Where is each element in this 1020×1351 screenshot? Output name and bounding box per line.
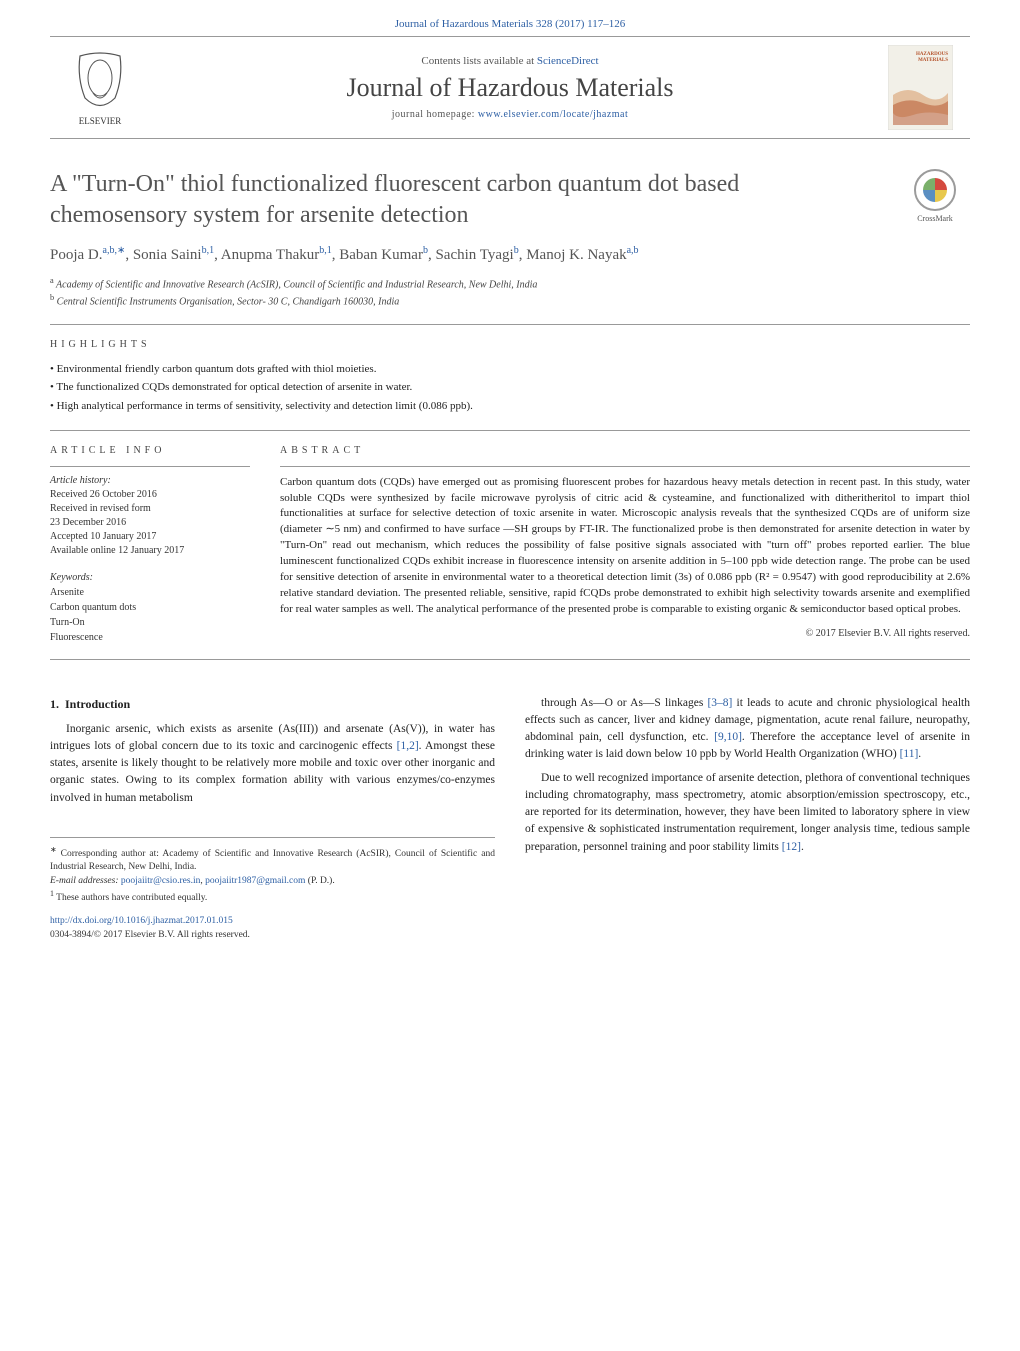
divider	[280, 466, 970, 467]
banner-center: Contents lists available at ScienceDirec…	[150, 55, 870, 120]
contents-available: Contents lists available at ScienceDirec…	[150, 55, 870, 67]
citation-header: Journal of Hazardous Materials 328 (2017…	[0, 0, 1020, 36]
crossmark-badge[interactable]: CrossMark	[900, 169, 970, 223]
authors-list: Pooja D.a,b,∗, Sonia Sainib,1, Anupma Th…	[50, 243, 970, 267]
svg-text:HAZARDOUS: HAZARDOUS	[916, 52, 948, 57]
svg-text:MATERIALS: MATERIALS	[918, 58, 948, 63]
body-column-left: 1. Introduction Inorganic arsenic, which…	[50, 695, 495, 942]
highlights-list: Environmental friendly carbon quantum do…	[50, 360, 970, 416]
abstract-label: ABSTRACT	[280, 445, 970, 456]
highlight-item: Environmental friendly carbon quantum do…	[50, 360, 970, 379]
email-link-1[interactable]: poojaiitr@csio.res.in	[121, 876, 200, 886]
abstract-text: Carbon quantum dots (CQDs) have emerged …	[280, 475, 970, 618]
equal-contrib-note: 1 These authors have contributed equally…	[50, 888, 495, 905]
journal-homepage: journal homepage: www.elsevier.com/locat…	[150, 109, 870, 120]
history-line: Received 26 October 2016	[50, 488, 250, 502]
doi-block: http://dx.doi.org/10.1016/j.jhazmat.2017…	[50, 915, 495, 942]
affiliation-line: b Central Scientific Instruments Organis…	[50, 292, 970, 309]
crossmark-label: CrossMark	[917, 214, 953, 223]
highlight-item: The functionalized CQDs demonstrated for…	[50, 378, 970, 397]
issn-line: 0304-3894/© 2017 Elsevier B.V. All right…	[50, 930, 250, 940]
abstract-column: ABSTRACT Carbon quantum dots (CQDs) have…	[280, 445, 970, 645]
keyword-item: Turn-On	[50, 615, 250, 630]
history-line: Available online 12 January 2017	[50, 544, 250, 558]
keyword-item: Arsenite	[50, 585, 250, 600]
affiliations: a Academy of Scientific and Innovative R…	[50, 275, 970, 310]
body-paragraph: Inorganic arsenic, which exists as arsen…	[50, 721, 495, 807]
history-line: Accepted 10 January 2017	[50, 530, 250, 544]
divider	[50, 324, 970, 325]
crossmark-icon	[914, 169, 956, 211]
email-note: E-mail addresses: poojaiitr@csio.res.in,…	[50, 875, 495, 888]
article-info-label: ARTICLE INFO	[50, 445, 250, 456]
divider	[50, 466, 250, 467]
abstract-copyright: © 2017 Elsevier B.V. All rights reserved…	[280, 628, 970, 639]
elsevier-logo: ELSEVIER	[65, 48, 135, 128]
history-head: Article history:	[50, 475, 250, 486]
history-line: Received in revised form	[50, 502, 250, 516]
reference-link[interactable]: [12]	[782, 841, 801, 853]
doi-link[interactable]: http://dx.doi.org/10.1016/j.jhazmat.2017…	[50, 916, 233, 926]
reference-link[interactable]: [3–8]	[707, 697, 732, 709]
article-info-column: ARTICLE INFO Article history: Received 2…	[50, 445, 250, 645]
footnotes: ∗ Corresponding author at: Academy of Sc…	[50, 837, 495, 906]
journal-banner: ELSEVIER Contents lists available at Sci…	[50, 36, 970, 139]
reference-link[interactable]: [9,10]	[714, 731, 742, 743]
body-paragraph: through As—O or As—S linkages [3–8] it l…	[525, 695, 970, 764]
highlight-item: High analytical performance in terms of …	[50, 397, 970, 416]
body-paragraph: Due to well recognized importance of ars…	[525, 770, 970, 856]
citation-link[interactable]: Journal of Hazardous Materials 328 (2017…	[395, 18, 626, 30]
elsevier-text: ELSEVIER	[79, 116, 122, 126]
keyword-item: Fluorescence	[50, 630, 250, 645]
journal-cover-icon: HAZARDOUS MATERIALS	[888, 45, 953, 130]
history-line: 23 December 2016	[50, 516, 250, 530]
divider	[50, 430, 970, 431]
reference-link[interactable]: [1,2]	[397, 740, 419, 752]
body-two-column: 1. Introduction Inorganic arsenic, which…	[50, 695, 970, 942]
highlights-label: HIGHLIGHTS	[50, 339, 970, 350]
publisher-logo-box: ELSEVIER	[50, 48, 150, 128]
affiliation-line: a Academy of Scientific and Innovative R…	[50, 275, 970, 292]
homepage-link[interactable]: www.elsevier.com/locate/jhazmat	[478, 109, 628, 120]
divider	[50, 659, 970, 660]
sciencedirect-link[interactable]: ScienceDirect	[537, 55, 599, 67]
keywords-head: Keywords:	[50, 572, 250, 583]
email-link-2[interactable]: poojaiitr1987@gmail.com	[205, 876, 305, 886]
reference-link[interactable]: [11]	[900, 748, 919, 760]
section-heading: 1. Introduction	[50, 695, 495, 713]
corresponding-note: ∗ Corresponding author at: Academy of Sc…	[50, 844, 495, 875]
journal-cover-box: HAZARDOUS MATERIALS	[870, 45, 970, 130]
keyword-item: Carbon quantum dots	[50, 600, 250, 615]
body-column-right: through As—O or As—S linkages [3–8] it l…	[525, 695, 970, 942]
article-title: A "Turn-On" thiol functionalized fluores…	[50, 169, 880, 231]
journal-title: Journal of Hazardous Materials	[150, 73, 870, 103]
